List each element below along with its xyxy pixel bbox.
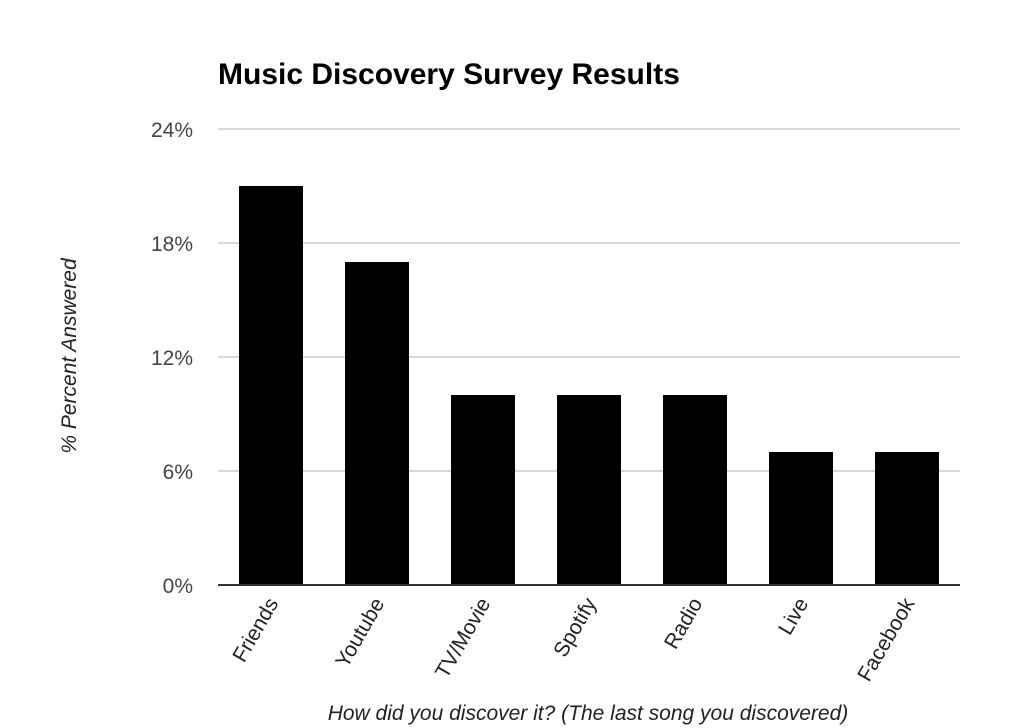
x-tick-label: Friends — [228, 594, 283, 666]
x-tick-label: Radio — [660, 594, 707, 653]
y-tick-label: 24% — [151, 119, 193, 142]
bar — [663, 395, 727, 585]
bar — [345, 262, 409, 585]
x-tick-label: Spotify — [549, 594, 601, 662]
bar — [451, 395, 515, 585]
y-axis-ticks: 0% 6% 12% 18% 24% — [151, 119, 193, 598]
y-tick-label: 0% — [163, 575, 193, 598]
y-tick-label: 12% — [151, 347, 193, 370]
x-tick-label: Live — [774, 594, 813, 639]
y-axis-title: % Percent Answered — [58, 257, 81, 454]
bar — [875, 452, 939, 585]
y-tick-label: 6% — [163, 461, 193, 484]
bar — [557, 395, 621, 585]
y-tick-label: 18% — [151, 233, 193, 256]
x-tick-label: Youtube — [331, 594, 389, 672]
x-tick-label: Facebook — [853, 594, 919, 686]
x-axis-ticks: Friends Youtube TV/Movie Spotify Radio Live Fa… — [228, 594, 919, 686]
bar — [239, 186, 303, 585]
bar — [769, 452, 833, 585]
x-axis-title: How did you discover it? (The last song … — [328, 702, 849, 725]
bars — [239, 186, 939, 585]
x-tick-label: TV/Movie — [431, 594, 495, 682]
chart-title: Music Discovery Survey Results — [218, 58, 680, 91]
